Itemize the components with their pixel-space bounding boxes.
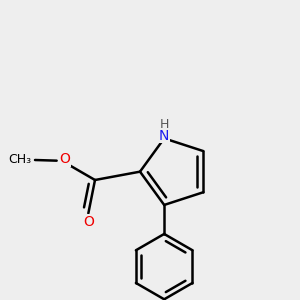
- Text: N: N: [159, 129, 169, 143]
- Text: O: O: [83, 215, 94, 229]
- Text: H: H: [160, 118, 169, 131]
- Text: CH₃: CH₃: [8, 154, 32, 166]
- Text: O: O: [60, 152, 70, 166]
